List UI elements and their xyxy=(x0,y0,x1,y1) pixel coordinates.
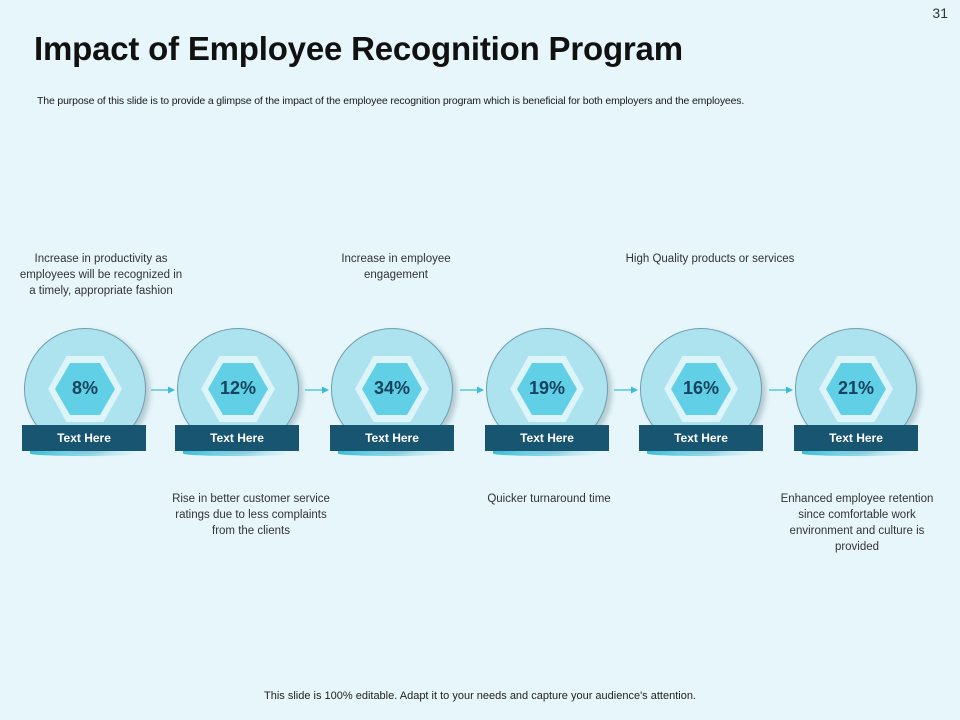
arrow-right-icon xyxy=(305,386,329,394)
step-2-description: Rise in better customer service ratings … xyxy=(172,493,330,537)
step-3-percent: 34% xyxy=(373,378,411,398)
page-title: Impact of Employee Recognition Program xyxy=(34,30,683,67)
step-2-label: Text Here xyxy=(175,425,299,451)
step-5-label: Text Here xyxy=(639,425,763,451)
step-4-percent: 19% xyxy=(528,378,566,398)
footer-note: This slide is 100% editable. Adapt it to… xyxy=(264,690,696,702)
step-2-percent: 12% xyxy=(219,378,257,398)
arrow-right-icon xyxy=(460,386,484,394)
arrow-right-icon xyxy=(769,386,793,394)
step-1-description: Increase in productivity as employees wi… xyxy=(19,253,183,297)
step-6-percent: 21% xyxy=(837,378,875,398)
step-6-label: Text Here xyxy=(794,425,918,451)
slide-subtitle: The purpose of this slide is to provide … xyxy=(37,95,745,107)
step-3-swoosh xyxy=(338,451,446,456)
step-5-swoosh xyxy=(647,451,755,456)
step-5-percent: 16% xyxy=(682,378,720,398)
step-1-swoosh xyxy=(30,451,138,456)
step-4-swoosh xyxy=(493,451,601,456)
arrow-right-icon xyxy=(614,386,638,394)
step-6-swoosh xyxy=(802,451,910,456)
step-4-label: Text Here xyxy=(485,425,609,451)
arrow-right-icon xyxy=(151,386,175,394)
step-5-description: High Quality products or services xyxy=(625,253,795,265)
step-3-label: Text Here xyxy=(330,425,454,451)
step-6-description: Enhanced employee retention since comfor… xyxy=(780,493,934,553)
step-2-swoosh xyxy=(183,451,291,456)
slide-number: 31 xyxy=(932,5,948,21)
step-4-description: Quicker turnaround time xyxy=(487,493,611,505)
step-3-description: Increase in employee engagement xyxy=(341,253,451,281)
step-1-label: Text Here xyxy=(22,425,146,451)
step-1-percent: 8% xyxy=(71,378,98,398)
